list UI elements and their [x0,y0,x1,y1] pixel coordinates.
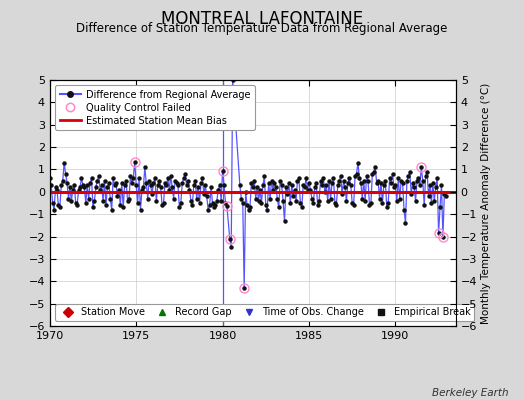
Legend: Station Move, Record Gap, Time of Obs. Change, Empirical Break: Station Move, Record Gap, Time of Obs. C… [54,304,474,321]
Text: Difference of Station Temperature Data from Regional Average: Difference of Station Temperature Data f… [77,22,447,35]
Text: MONTREAL LAFONTAINE: MONTREAL LAFONTAINE [161,10,363,28]
Y-axis label: Monthly Temperature Anomaly Difference (°C): Monthly Temperature Anomaly Difference (… [482,82,492,324]
Text: Berkeley Earth: Berkeley Earth [432,388,508,398]
